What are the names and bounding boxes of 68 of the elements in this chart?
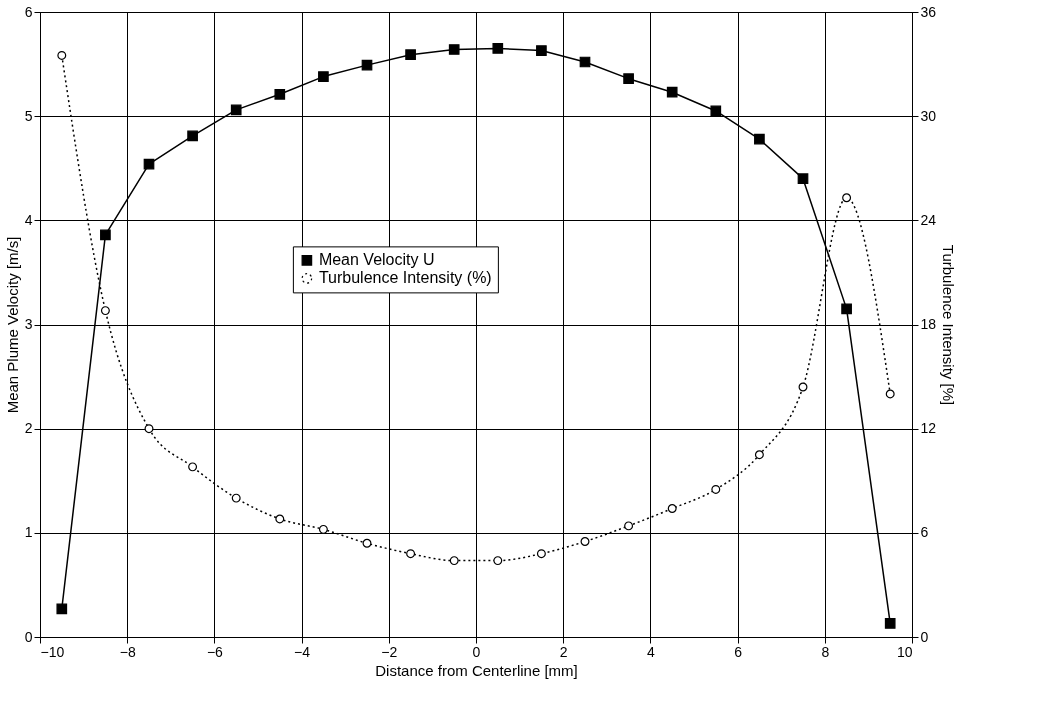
x-tick-label: −4 xyxy=(294,643,311,660)
point xyxy=(406,549,416,559)
legend-label: Turbulence Intensity (%) xyxy=(318,269,492,287)
point xyxy=(187,130,198,142)
point xyxy=(754,133,765,145)
legend-label: Mean Velocity U xyxy=(318,251,435,269)
x-tick-label: −10 xyxy=(40,643,65,660)
x-axis-title: Distance from Centerline [mm] xyxy=(375,661,578,679)
point xyxy=(318,524,328,534)
y2-tick-label: 6 xyxy=(920,524,929,541)
point xyxy=(275,514,285,524)
x-tick-label: 2 xyxy=(559,643,568,660)
point xyxy=(56,603,68,615)
point xyxy=(624,521,634,531)
point xyxy=(361,59,373,71)
point xyxy=(884,618,896,629)
y2-tick-label: 12 xyxy=(920,420,937,437)
y-tick-label: 0 xyxy=(24,628,33,645)
point xyxy=(841,303,852,315)
y-tick-label: 3 xyxy=(24,316,33,332)
y-axis-title: Mean Plume Velocity [m/s] xyxy=(3,236,21,414)
point xyxy=(536,549,546,559)
point xyxy=(885,389,895,399)
y-tick-label: 4 xyxy=(24,211,33,228)
point xyxy=(710,105,722,117)
x-tick-label: −2 xyxy=(381,643,398,660)
point xyxy=(623,73,634,85)
point xyxy=(144,424,154,434)
point xyxy=(405,49,416,61)
x-tick-label: 4 xyxy=(647,643,655,660)
point xyxy=(318,71,329,82)
y2-tick-label: 24 xyxy=(920,211,937,228)
point xyxy=(449,556,459,566)
y2-axis-title: Turbulence Intensity [%] xyxy=(940,244,958,406)
y2-tick-label: 30 xyxy=(920,107,937,124)
point xyxy=(362,538,372,548)
point xyxy=(231,493,241,503)
point xyxy=(754,450,764,460)
y2-tick-label: 18 xyxy=(920,316,937,332)
point xyxy=(188,462,198,472)
point xyxy=(536,45,547,56)
point xyxy=(492,43,504,54)
point xyxy=(100,306,110,316)
x-tick-label: 0 xyxy=(472,643,481,660)
y-tick-label: 2 xyxy=(24,420,33,437)
point xyxy=(797,173,809,185)
point xyxy=(230,104,242,116)
x-tick-label: −8 xyxy=(119,643,136,660)
x-tick-label: 10 xyxy=(896,643,913,660)
y2-tick-label: 0 xyxy=(920,628,929,645)
point xyxy=(667,504,677,513)
x-tick-label: 6 xyxy=(734,643,743,660)
point xyxy=(57,50,67,60)
x-tick-label: 8 xyxy=(821,643,830,660)
point xyxy=(100,229,111,241)
point xyxy=(274,88,286,100)
point xyxy=(448,44,460,55)
point xyxy=(666,86,678,98)
y-tick-label: 5 xyxy=(24,107,33,124)
point xyxy=(580,537,590,546)
point xyxy=(493,556,503,566)
point xyxy=(798,382,808,392)
x-tick-label: −6 xyxy=(206,643,224,660)
y-tick-label: 6 xyxy=(24,3,33,20)
y-tick-label: 1 xyxy=(24,524,33,541)
y2-tick-label: 36 xyxy=(920,3,937,20)
point xyxy=(842,193,852,203)
point xyxy=(711,484,721,494)
